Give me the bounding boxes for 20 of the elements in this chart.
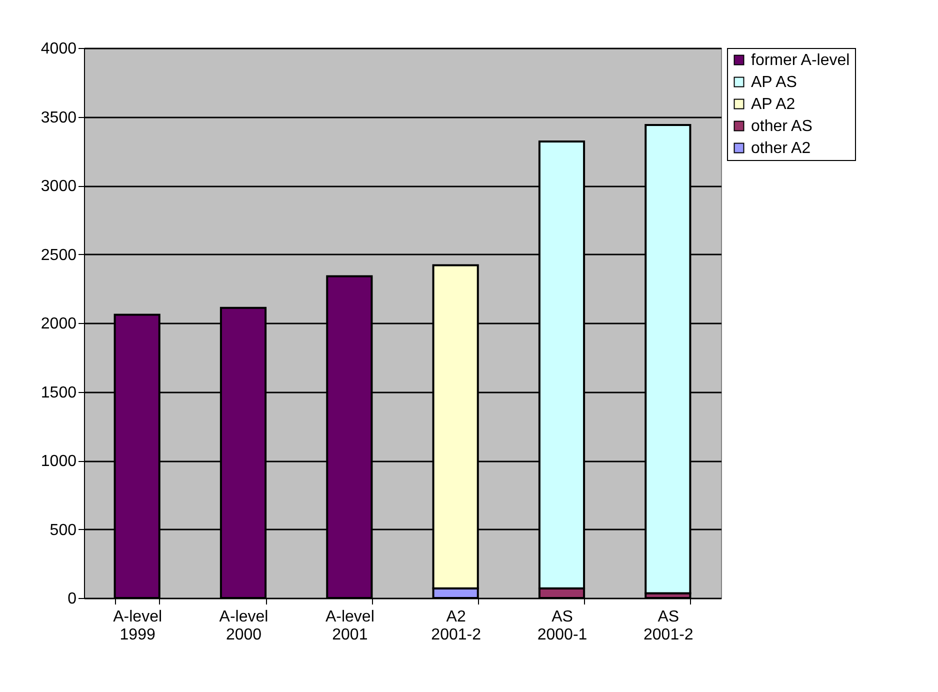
y-tick-label: 1500 [40, 384, 77, 402]
y-tick-label: 2000 [40, 316, 77, 332]
y-tick-label: 2500 [40, 246, 77, 264]
x-tick-label: AS 2001-2 [644, 608, 694, 644]
legend-label: AP A2 [751, 96, 796, 113]
x-tick-label: A-level 2001 [325, 608, 374, 644]
legend-label: former A-level [751, 52, 850, 69]
x-tick-label: A-level 1999 [113, 608, 162, 644]
y-tick-label: 0 [68, 590, 77, 608]
y-tick-label: 500 [50, 522, 77, 539]
y-tick-label: 1000 [40, 453, 77, 470]
legend-label: other A2 [751, 140, 811, 157]
legend-label: other AS [751, 118, 812, 135]
legend-label: AP AS [751, 74, 797, 91]
y-tick-label: 3500 [40, 109, 77, 126]
x-tick-label: AS 2000-1 [537, 608, 588, 644]
x-tick-label: A2 2001-2 [431, 608, 482, 644]
y-tick-label: 4000 [40, 40, 77, 58]
y-tick-label: 3000 [40, 178, 77, 195]
x-tick-label: A-level 2000 [219, 608, 268, 644]
